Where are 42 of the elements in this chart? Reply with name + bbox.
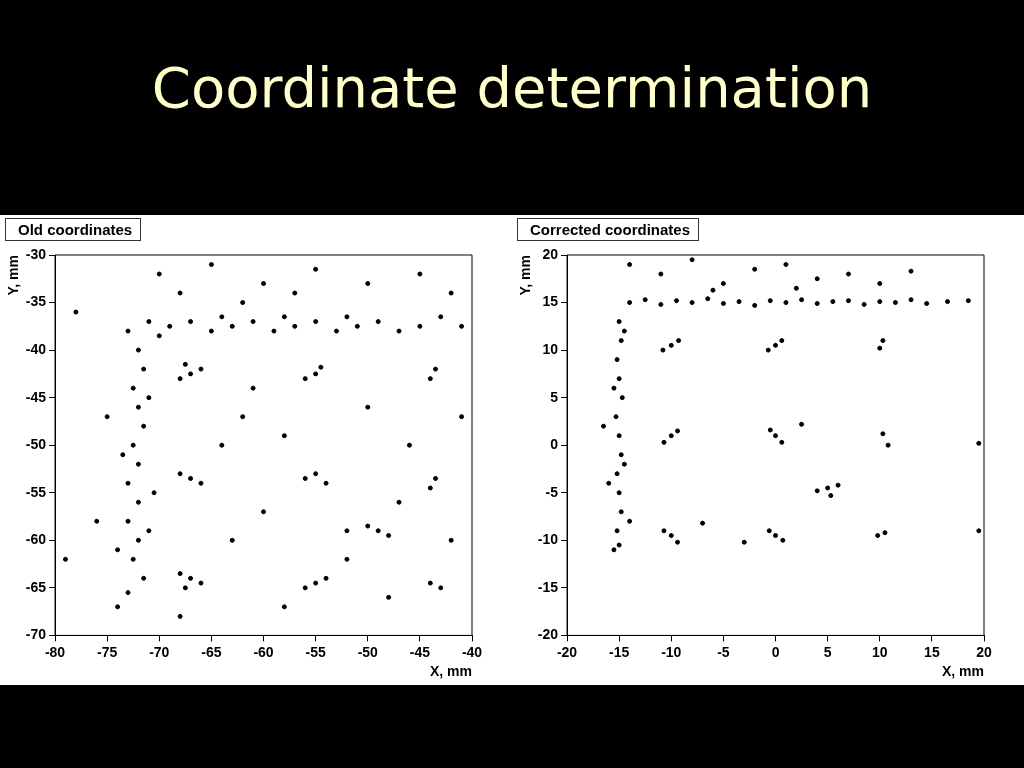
- x-tick-label: -50: [357, 643, 379, 660]
- y-tick-label: 5: [550, 388, 559, 405]
- y-tick-label: -30: [25, 245, 47, 262]
- y-tick-label: 0: [550, 436, 559, 453]
- x-tick-label: 15: [924, 643, 940, 660]
- y-tick-label: -35: [25, 293, 47, 310]
- y-tick-label: -55: [25, 483, 47, 500]
- x-tick-label: 0: [771, 643, 780, 660]
- x-tick-label: -5: [717, 643, 730, 660]
- y-tick-label: -60: [25, 531, 47, 548]
- y-tick-label: -65: [25, 578, 47, 595]
- y-tick-label: -70: [25, 626, 47, 643]
- x-tick-label: -10: [661, 643, 682, 660]
- x-tick-label: -55: [305, 643, 326, 660]
- x-tick-label: -70: [149, 643, 170, 660]
- y-tick-label: 10: [542, 340, 559, 357]
- y-tick-label: -10: [537, 531, 559, 548]
- x-tick-label: -45: [409, 643, 431, 660]
- x-tick-label: -75: [97, 643, 118, 660]
- chart-title: Corrected coordinates: [517, 218, 700, 241]
- y-tick-label: -50: [25, 436, 47, 453]
- y-tick-label: -40: [25, 340, 47, 357]
- y-axis-title: Y, mm: [517, 255, 534, 296]
- x-tick-label: -40: [461, 643, 483, 660]
- text: Coordinate determination: [150, 55, 874, 120]
- x-tick-label: 20: [976, 643, 992, 660]
- x-tick-label: -15: [609, 643, 630, 660]
- x-tick-label: -80: [44, 643, 66, 660]
- x-axis-title: X, mm: [941, 663, 984, 680]
- y-tick-label: -20: [537, 626, 559, 643]
- chart-title: Old coordinates: [5, 218, 142, 241]
- x-tick-label: 10: [871, 643, 888, 660]
- x-tick-label: -65: [201, 643, 222, 660]
- y-tick-label: 15: [542, 293, 559, 310]
- y-tick-label: -15: [537, 578, 559, 595]
- y-axis-title: Y, mm: [5, 255, 22, 296]
- y-tick-label: 20: [542, 245, 559, 262]
- y-tick-label: -5: [545, 483, 559, 500]
- x-axis-title: X, mm: [429, 663, 472, 680]
- y-tick-label: -45: [25, 388, 47, 405]
- x-tick-label: -60: [253, 643, 274, 660]
- x-tick-label: 5: [823, 643, 832, 660]
